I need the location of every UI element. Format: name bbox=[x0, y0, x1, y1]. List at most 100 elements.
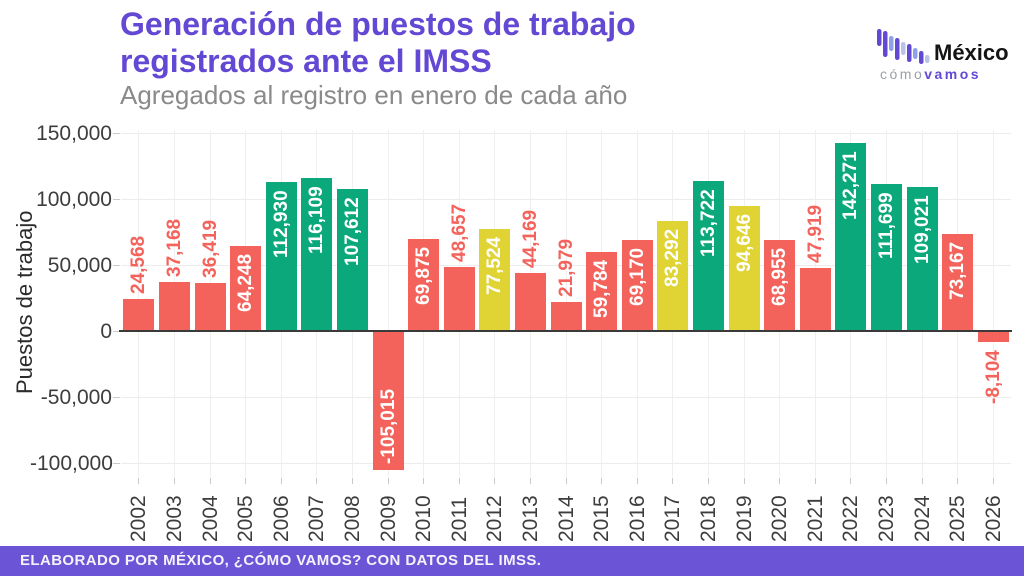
x-tick-label: 2026 bbox=[981, 495, 1005, 542]
bar-2022 bbox=[835, 143, 867, 331]
x-tick-label: 2023 bbox=[874, 495, 898, 542]
y-tick-mark bbox=[113, 199, 120, 200]
x-tick-mark bbox=[529, 478, 531, 484]
x-tick-label: 2020 bbox=[768, 495, 792, 542]
x-tick-label: 2025 bbox=[946, 495, 970, 542]
bar-value-label-2026: -8,104 bbox=[982, 349, 1004, 404]
bar-2025 bbox=[942, 234, 974, 331]
x-tick-mark bbox=[565, 478, 567, 484]
y-tick-label: 50,000 bbox=[47, 253, 112, 277]
x-tick-label: 2017 bbox=[661, 495, 685, 542]
x-tick-label: 2009 bbox=[376, 495, 400, 542]
bar-2010 bbox=[408, 238, 440, 331]
bar-2009 bbox=[372, 331, 404, 470]
bar-2002 bbox=[123, 298, 155, 331]
bar-2019 bbox=[728, 206, 760, 331]
x-tick-mark bbox=[850, 478, 852, 484]
page-title-line-2: registrados ante el IMSS bbox=[120, 43, 492, 79]
page-subtitle: Agregados al registro en enero de cada a… bbox=[120, 80, 628, 110]
bar-2017 bbox=[657, 221, 689, 331]
x-tick-label: 2018 bbox=[696, 495, 720, 542]
bar-value-label-2002: 24,568 bbox=[128, 235, 150, 294]
bar-2012 bbox=[479, 228, 511, 331]
bar-2014 bbox=[550, 301, 582, 331]
x-tick-label: 2007 bbox=[305, 495, 329, 542]
x-tick-mark bbox=[458, 478, 460, 484]
bar-2008 bbox=[336, 188, 368, 331]
bar-value-label-2020: 68,955 bbox=[769, 247, 791, 306]
bar-value-label-2024: 109,021 bbox=[911, 195, 933, 265]
y-tick-label: 0 bbox=[100, 319, 112, 343]
x-tick-label: 2004 bbox=[198, 495, 222, 542]
x-tick-label: 2021 bbox=[803, 495, 827, 542]
bar-value-label-2010: 69,875 bbox=[413, 246, 435, 305]
bar-chart-logo-icon bbox=[877, 29, 930, 64]
bar-value-label-2022: 142,271 bbox=[840, 151, 862, 221]
x-tick-mark bbox=[601, 478, 603, 484]
logo-brand-text: México bbox=[934, 40, 1009, 65]
bar-value-label-2013: 44,169 bbox=[519, 209, 541, 268]
page-title-line-1: Generación de puestos de trabajo bbox=[120, 6, 636, 42]
bar-value-label-2012: 77,524 bbox=[484, 236, 506, 295]
bar-value-label-2006: 112,930 bbox=[270, 190, 292, 258]
x-tick-mark bbox=[423, 478, 425, 484]
bar-value-label-2021: 47,919 bbox=[804, 204, 826, 263]
bar-2011 bbox=[443, 266, 475, 331]
bar-value-label-2015: 59,784 bbox=[591, 259, 613, 319]
bar-value-label-2004: 36,419 bbox=[199, 219, 221, 278]
bar-2016 bbox=[621, 239, 653, 331]
x-tick-mark bbox=[138, 478, 140, 484]
x-tick-mark bbox=[743, 478, 745, 484]
x-tick-label: 2014 bbox=[554, 495, 578, 542]
x-tick-label: 2013 bbox=[518, 495, 542, 542]
x-tick-mark bbox=[885, 478, 887, 484]
bar-2023 bbox=[870, 183, 902, 331]
y-tick-mark bbox=[113, 463, 120, 464]
y-tick-label: 150,000 bbox=[36, 121, 112, 145]
x-tick-mark bbox=[814, 478, 816, 484]
y-tick-mark bbox=[113, 265, 120, 266]
bar-value-label-2007: 116,109 bbox=[306, 186, 328, 254]
x-tick-mark bbox=[672, 478, 674, 484]
bar-value-label-2017: 83,292 bbox=[662, 228, 684, 288]
x-tick-mark bbox=[387, 478, 389, 484]
logo-tagline-como: cómo bbox=[880, 66, 925, 82]
bar-value-label-2019: 94,646 bbox=[733, 213, 755, 273]
x-tick-mark bbox=[245, 478, 247, 484]
bar-2026 bbox=[977, 331, 1009, 342]
x-tick-mark bbox=[921, 478, 923, 484]
y-axis-title: Puestos de trabajo bbox=[12, 210, 37, 394]
y-tick-mark bbox=[113, 133, 120, 134]
bar-2018 bbox=[692, 180, 724, 331]
x-tick-mark bbox=[957, 478, 959, 484]
bar-2007 bbox=[301, 177, 333, 331]
bar-value-label-2008: 107,612 bbox=[341, 197, 363, 266]
bar-2021 bbox=[799, 267, 831, 331]
v-gridline bbox=[387, 130, 389, 477]
bar-value-label-2011: 48,657 bbox=[448, 203, 470, 262]
logo-mexico-como-vamos: México cómovamos bbox=[870, 18, 1020, 84]
footer-credit-text: ELABORADO POR MÉXICO, ¿CÓMO VAMOS? CON D… bbox=[20, 552, 542, 569]
logo-tagline: cómovamos bbox=[880, 66, 981, 82]
bar-2004 bbox=[194, 282, 226, 331]
zero-line bbox=[119, 330, 1012, 332]
x-tick-mark bbox=[316, 478, 318, 484]
x-tick-label: 2011 bbox=[447, 496, 471, 542]
bar-2003 bbox=[158, 281, 190, 331]
bar-value-label-2009: -105,015 bbox=[377, 388, 399, 464]
x-tick-label: 2010 bbox=[412, 495, 436, 542]
bar-2006 bbox=[265, 181, 297, 331]
y-tick-label: -50,000 bbox=[40, 385, 112, 409]
x-tick-mark bbox=[779, 478, 781, 484]
x-tick-label: 2016 bbox=[625, 495, 649, 542]
bar-2020 bbox=[764, 239, 796, 331]
x-tick-mark bbox=[173, 478, 175, 484]
bar-value-label-2014: 21,979 bbox=[555, 238, 577, 297]
x-tick-label: 2005 bbox=[234, 495, 258, 542]
x-tick-label: 2012 bbox=[483, 495, 507, 542]
bar-value-label-2016: 69,170 bbox=[626, 247, 648, 306]
x-tick-mark bbox=[992, 478, 994, 484]
x-tick-mark bbox=[209, 478, 211, 484]
bar-value-label-2003: 37,168 bbox=[163, 218, 185, 277]
bar-2024 bbox=[906, 187, 938, 331]
